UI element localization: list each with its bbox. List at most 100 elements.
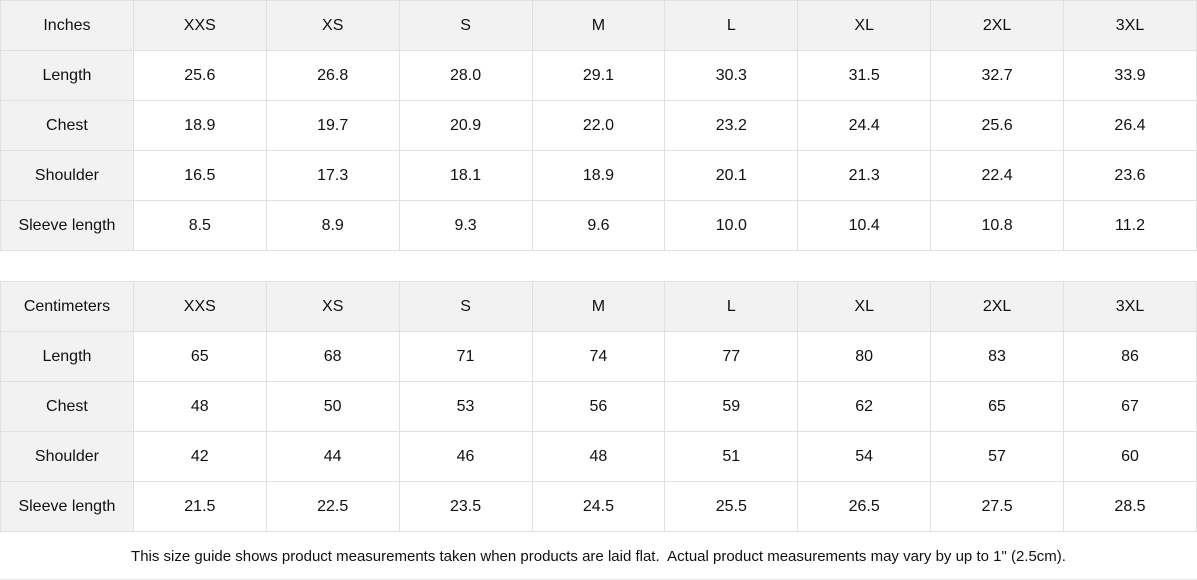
value-cell: 62 (797, 381, 932, 432)
value-cell: 25.6 (132, 50, 267, 101)
size-header-cell: 3XL (1063, 281, 1197, 332)
value-cell: 26.8 (265, 50, 400, 101)
value-cell: 9.3 (398, 200, 533, 251)
unit-header-cell: Inches (0, 0, 134, 51)
value-cell: 59 (664, 381, 799, 432)
measurement-row: Length 65 68 71 74 77 80 83 86 (0, 331, 1197, 382)
value-cell: 23.2 (664, 100, 799, 151)
size-header-cell: XXS (132, 281, 267, 332)
size-header-cell: 3XL (1063, 0, 1197, 51)
value-cell: 71 (398, 331, 533, 382)
measurement-row: Chest 48 50 53 56 59 62 65 67 (0, 381, 1197, 432)
value-cell: 80 (797, 331, 932, 382)
value-cell: 32.7 (930, 50, 1064, 101)
value-cell: 77 (664, 331, 799, 382)
value-cell: 10.0 (664, 200, 799, 251)
value-cell: 67 (1063, 381, 1197, 432)
size-header-row: Centimeters XXS XS S M L XL 2XL 3XL (0, 281, 1197, 332)
measurement-row: Shoulder 16.5 17.3 18.1 18.9 20.1 21.3 22.4 23.6 (0, 150, 1197, 201)
value-cell: 65 (132, 331, 267, 382)
value-cell: 53 (398, 381, 533, 432)
value-cell: 56 (531, 381, 666, 432)
value-cell: 21.3 (797, 150, 932, 201)
value-cell: 48 (531, 431, 666, 482)
value-cell: 11.2 (1063, 200, 1197, 251)
value-cell: 18.9 (531, 150, 666, 201)
value-cell: 17.3 (265, 150, 400, 201)
value-cell: 42 (132, 431, 267, 482)
value-cell: 24.5 (531, 481, 666, 532)
size-header-cell: XS (265, 281, 400, 332)
value-cell: 50 (265, 381, 400, 432)
value-cell: 22.4 (930, 150, 1064, 201)
value-cell: 86 (1063, 331, 1197, 382)
measurement-row: Shoulder 42 44 46 48 51 54 57 60 (0, 431, 1197, 482)
value-cell: 22.0 (531, 100, 666, 151)
value-cell: 23.5 (398, 481, 533, 532)
value-cell: 24.4 (797, 100, 932, 151)
size-header-cell: XL (797, 281, 932, 332)
centimeters-table: Centimeters XXS XS S M L XL 2XL 3XL Length 65 68 71 7… (0, 281, 1197, 532)
value-cell: 20.1 (664, 150, 799, 201)
value-cell: 26.4 (1063, 100, 1197, 151)
unit-header-cell: Centimeters (0, 281, 134, 332)
value-cell: 16.5 (132, 150, 267, 201)
size-header-cell: 2XL (930, 281, 1064, 332)
measure-label-cell: Shoulder (0, 150, 134, 201)
value-cell: 19.7 (265, 100, 400, 151)
value-cell: 22.5 (265, 481, 400, 532)
size-header-row: Inches XXS XS S M L XL 2XL 3XL (0, 0, 1197, 51)
value-cell: 28.5 (1063, 481, 1197, 532)
value-cell: 23.6 (1063, 150, 1197, 201)
value-cell: 68 (265, 331, 400, 382)
measure-label-cell: Length (0, 331, 134, 382)
value-cell: 31.5 (797, 50, 932, 101)
value-cell: 57 (930, 431, 1064, 482)
measure-label-cell: Shoulder (0, 431, 134, 482)
value-cell: 20.9 (398, 100, 533, 151)
measurement-row: Chest 18.9 19.7 20.9 22.0 23.2 24.4 25.6 26.4 (0, 100, 1197, 151)
measure-label-cell: Chest (0, 381, 134, 432)
value-cell: 10.8 (930, 200, 1064, 251)
value-cell: 27.5 (930, 481, 1064, 532)
value-cell: 25.5 (664, 481, 799, 532)
value-cell: 65 (930, 381, 1064, 432)
measurement-row: Length 25.6 26.8 28.0 29.1 30.3 31.5 32.7 33.9 (0, 50, 1197, 101)
value-cell: 48 (132, 381, 267, 432)
value-cell: 25.6 (930, 100, 1064, 151)
value-cell: 44 (265, 431, 400, 482)
value-cell: 54 (797, 431, 932, 482)
value-cell: 21.5 (132, 481, 267, 532)
size-guide-note: This size guide shows product measuremen… (0, 532, 1197, 579)
size-header-cell: XS (265, 0, 400, 51)
size-header-cell: M (531, 281, 666, 332)
size-header-cell: XXS (132, 0, 267, 51)
size-header-cell: XL (797, 0, 932, 51)
measurement-row: Sleeve length 21.5 22.5 23.5 24.5 25.5 26.5 27.… (0, 481, 1197, 532)
value-cell: 18.9 (132, 100, 267, 151)
value-cell: 10.4 (797, 200, 932, 251)
value-cell: 26.5 (797, 481, 932, 532)
size-header-cell: M (531, 0, 666, 51)
value-cell: 51 (664, 431, 799, 482)
value-cell: 28.0 (398, 50, 533, 101)
size-header-cell: 2XL (930, 0, 1064, 51)
size-header-cell: S (398, 0, 533, 51)
measure-label-cell: Sleeve length (0, 481, 134, 532)
inches-table: Inches XXS XS S M L XL 2XL 3XL Length 25.6 26.8 28.0… (0, 0, 1197, 251)
value-cell: 8.5 (132, 200, 267, 251)
value-cell: 60 (1063, 431, 1197, 482)
measure-label-cell: Length (0, 50, 134, 101)
size-header-cell: L (664, 281, 799, 332)
size-header-cell: L (664, 0, 799, 51)
value-cell: 74 (531, 331, 666, 382)
measure-label-cell: Sleeve length (0, 200, 134, 251)
value-cell: 29.1 (531, 50, 666, 101)
value-cell: 9.6 (531, 200, 666, 251)
measurement-row: Sleeve length 8.5 8.9 9.3 9.6 10.0 10.4 10.8 11.… (0, 200, 1197, 251)
section-gap (0, 251, 1197, 281)
value-cell: 30.3 (664, 50, 799, 101)
size-header-cell: S (398, 281, 533, 332)
value-cell: 33.9 (1063, 50, 1197, 101)
